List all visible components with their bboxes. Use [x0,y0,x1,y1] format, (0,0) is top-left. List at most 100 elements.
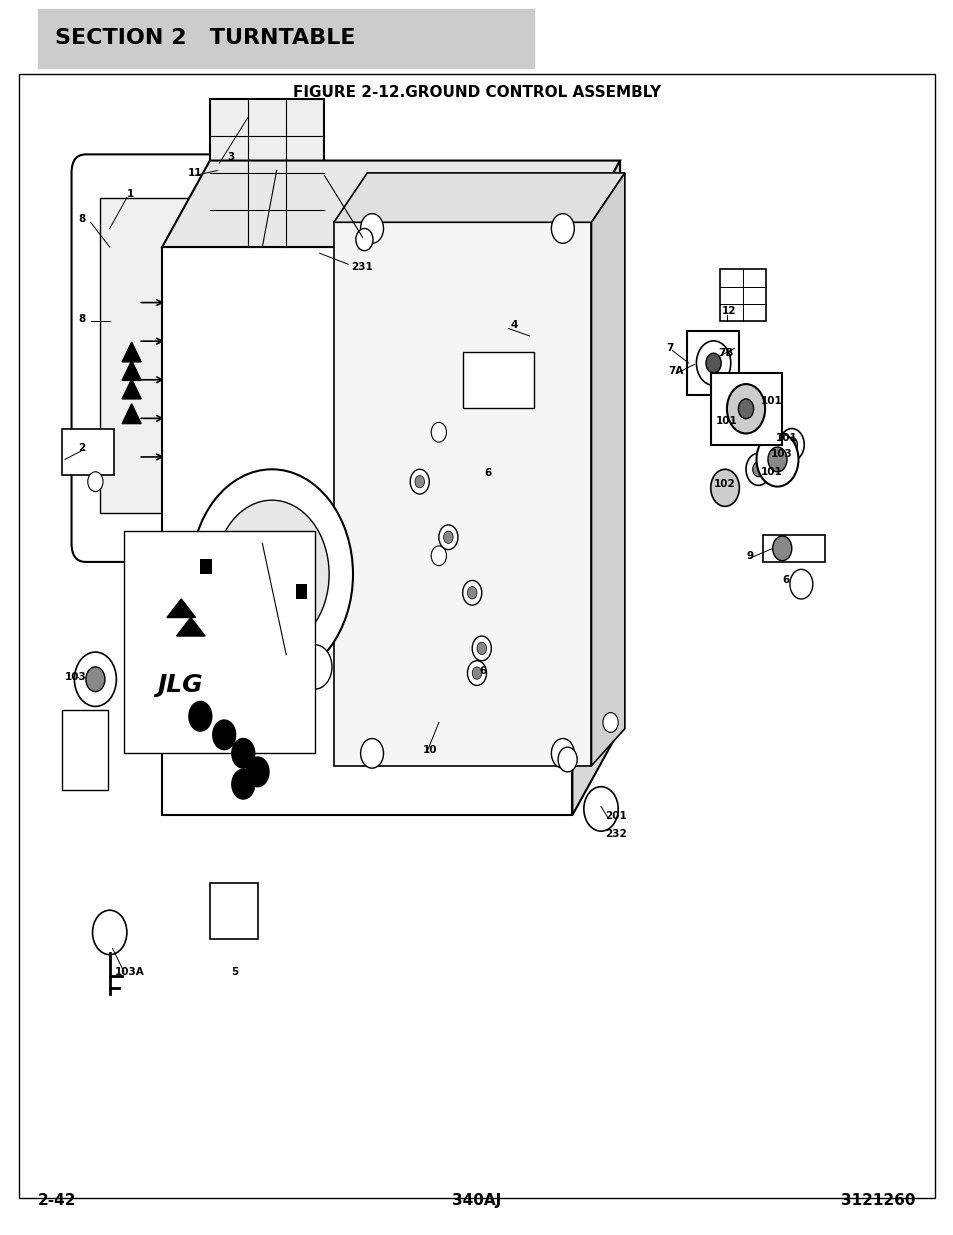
Circle shape [355,228,373,251]
Circle shape [438,525,457,550]
Text: 3121260: 3121260 [841,1193,915,1208]
Circle shape [779,429,803,461]
Circle shape [772,536,791,561]
Polygon shape [334,173,624,222]
Circle shape [74,652,116,706]
Circle shape [726,384,764,433]
Circle shape [467,587,476,599]
Polygon shape [334,222,591,766]
Polygon shape [176,618,205,636]
Circle shape [745,453,770,485]
Text: 101: 101 [760,467,782,477]
Circle shape [476,642,486,655]
Text: 101: 101 [760,396,782,406]
Bar [210,883,257,939]
Text: 340AJ: 340AJ [452,1193,501,1208]
Text: 7A: 7A [667,366,682,375]
Text: FIGURE 2-12.GROUND CONTROL ASSEMBLY: FIGURE 2-12.GROUND CONTROL ASSEMBLY [293,85,660,100]
Polygon shape [162,161,619,247]
Circle shape [415,475,424,488]
Circle shape [767,447,786,472]
Text: 231: 231 [351,262,373,272]
Text: 103: 103 [770,450,792,459]
Circle shape [191,469,353,679]
Text: 101: 101 [775,433,797,443]
Text: 1: 1 [127,189,134,199]
Bar [100,198,238,513]
Bar [710,373,781,445]
Circle shape [705,353,720,373]
Circle shape [472,636,491,661]
Bar [210,99,324,247]
Circle shape [360,214,383,243]
Polygon shape [162,247,572,815]
Text: 6: 6 [484,468,492,478]
Text: 4: 4 [510,320,517,330]
Text: 6: 6 [478,666,486,676]
Circle shape [410,469,429,494]
Text: 102: 102 [713,479,735,489]
Polygon shape [572,161,619,815]
Bar [686,331,739,395]
Text: 232: 232 [604,829,626,839]
Circle shape [551,214,574,243]
Circle shape [232,739,254,768]
Circle shape [752,398,763,412]
Circle shape [233,462,253,489]
Bar [62,710,108,790]
Polygon shape [122,361,141,380]
Circle shape [214,500,329,648]
Circle shape [785,437,797,452]
Text: 103A: 103A [114,967,144,977]
Circle shape [246,757,269,787]
Circle shape [297,645,332,689]
Circle shape [233,268,253,295]
Circle shape [558,747,577,772]
Circle shape [86,667,105,692]
Circle shape [467,661,486,685]
Circle shape [233,190,253,217]
Text: 101: 101 [715,416,737,426]
Text: 7B: 7B [718,348,733,358]
Polygon shape [122,379,141,399]
FancyBboxPatch shape [38,9,534,68]
Polygon shape [122,404,141,424]
Text: 7: 7 [665,343,673,353]
Polygon shape [122,342,141,362]
Text: 6: 6 [781,576,789,585]
Bar [762,535,824,562]
FancyBboxPatch shape [71,154,272,562]
Circle shape [710,469,739,506]
Circle shape [752,462,763,477]
Circle shape [583,787,618,831]
Text: 9: 9 [746,551,753,561]
Circle shape [360,739,383,768]
Bar [462,352,534,408]
Circle shape [745,389,770,421]
Text: 5: 5 [231,967,238,977]
Circle shape [233,306,253,333]
Bar [720,269,765,321]
Circle shape [232,769,254,799]
Bar [124,531,314,753]
Text: 11: 11 [188,168,202,178]
Circle shape [756,432,798,487]
Bar [200,559,212,574]
Circle shape [213,720,235,750]
Text: 201: 201 [604,811,626,821]
Circle shape [696,341,730,385]
Circle shape [719,419,730,433]
Polygon shape [167,599,195,618]
Circle shape [738,399,753,419]
Circle shape [712,410,737,442]
Circle shape [233,346,253,373]
Bar [295,584,307,599]
Circle shape [88,472,103,492]
Circle shape [462,580,481,605]
Circle shape [233,228,253,256]
Circle shape [431,422,446,442]
Text: 12: 12 [721,306,736,316]
Circle shape [789,569,812,599]
Text: 8: 8 [78,214,86,224]
Circle shape [92,910,127,955]
